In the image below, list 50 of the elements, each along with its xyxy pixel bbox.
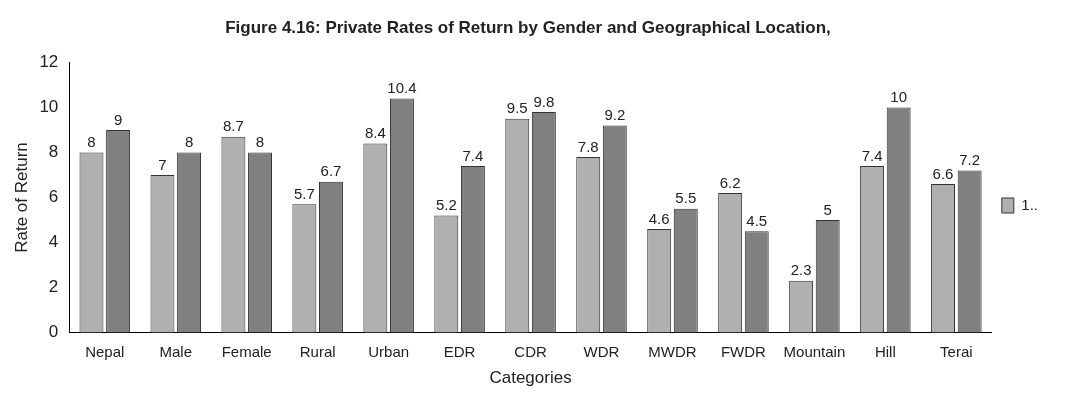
x-tick-label: Terai xyxy=(940,342,973,360)
x-tick-label: Male xyxy=(159,342,193,360)
x-tick-label: Nepal xyxy=(85,342,125,360)
x-tick-label: MWDR xyxy=(648,342,697,360)
x-axis-title: Categories xyxy=(489,368,572,388)
data-label: 5.7 xyxy=(293,184,315,202)
y-tick-label: 6 xyxy=(48,187,59,207)
data-label: 8.7 xyxy=(222,117,244,135)
x-tick-label: CDR xyxy=(514,342,547,360)
data-label: 9 xyxy=(113,110,123,128)
x-tick-label: Female xyxy=(221,342,272,360)
data-label: 10.4 xyxy=(387,79,417,97)
y-axis-title: Rate of Return xyxy=(11,142,31,253)
data-label: 5.5 xyxy=(675,189,697,207)
y-tick-label: 0 xyxy=(48,322,59,342)
data-label: 9.8 xyxy=(533,92,555,110)
x-tick-label: Rural xyxy=(299,342,336,360)
y-tick-label: 12 xyxy=(39,52,59,72)
data-label: 2.3 xyxy=(790,261,812,279)
data-label: 10 xyxy=(890,88,908,106)
x-tick-label: Urban xyxy=(368,342,410,360)
data-label: 4.6 xyxy=(648,209,670,227)
data-label: 8 xyxy=(184,133,194,151)
x-tick-label: Mountain xyxy=(783,342,846,360)
x-tick-label: FWDR xyxy=(720,342,767,360)
y-tick-label: 10 xyxy=(39,97,59,117)
data-label: 6.2 xyxy=(719,173,741,191)
data-label: 5 xyxy=(823,200,832,218)
x-tick-label: WDR xyxy=(583,342,620,360)
y-tick-label: 4 xyxy=(48,232,59,252)
data-label: 6.7 xyxy=(320,162,342,180)
y-tick-label: 2 xyxy=(48,277,59,297)
x-tick-label: EDR xyxy=(443,342,476,360)
x-tick-label: Hill xyxy=(874,342,896,360)
data-label: 9.2 xyxy=(604,106,626,124)
chart-title: Figure 4.16: Private Rates of Return by Gender and Geographical Location, xyxy=(225,17,831,37)
legend-label: 1.. xyxy=(1021,195,1039,213)
data-label: 6.6 xyxy=(932,164,954,182)
data-label: 7.4 xyxy=(861,146,883,164)
data-label: 7 xyxy=(158,155,167,173)
data-label: 5.2 xyxy=(435,196,457,214)
data-label: 9.5 xyxy=(506,99,528,117)
data-label: 7.4 xyxy=(462,146,484,164)
data-label: 7.8 xyxy=(577,137,599,155)
data-label: 8 xyxy=(255,133,265,151)
data-label: 4.5 xyxy=(746,211,768,229)
data-label: 7.2 xyxy=(959,151,981,169)
data-label: 8 xyxy=(87,133,96,151)
y-tick-label: 8 xyxy=(48,142,59,162)
data-label: 8.4 xyxy=(364,124,386,142)
